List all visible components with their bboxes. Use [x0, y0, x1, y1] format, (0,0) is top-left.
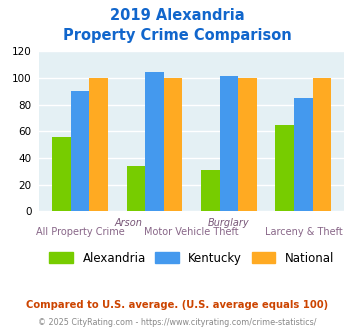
Text: Burglary: Burglary [208, 217, 250, 228]
Text: 2019 Alexandria: 2019 Alexandria [110, 8, 245, 23]
Text: All Property Crime: All Property Crime [36, 227, 124, 237]
Bar [89, 78, 108, 211]
Bar [201, 170, 220, 211]
Bar [238, 78, 257, 211]
Text: Motor Vehicle Theft: Motor Vehicle Theft [144, 227, 239, 237]
Legend: Alexandria, Kentucky, National: Alexandria, Kentucky, National [45, 247, 339, 269]
Bar [275, 124, 294, 211]
Bar [164, 78, 182, 211]
Text: © 2025 CityRating.com - https://www.cityrating.com/crime-statistics/: © 2025 CityRating.com - https://www.city… [38, 318, 317, 327]
Text: Compared to U.S. average. (U.S. average equals 100): Compared to U.S. average. (U.S. average … [26, 300, 329, 310]
Bar [145, 73, 164, 211]
Bar [52, 137, 71, 211]
Bar [313, 78, 331, 211]
Text: Property Crime Comparison: Property Crime Comparison [63, 28, 292, 43]
Bar [294, 98, 313, 211]
Bar [126, 166, 145, 211]
Text: Larceny & Theft: Larceny & Theft [264, 227, 342, 237]
Bar [71, 91, 89, 211]
Text: Arson: Arson [114, 217, 142, 228]
Bar [220, 77, 238, 211]
